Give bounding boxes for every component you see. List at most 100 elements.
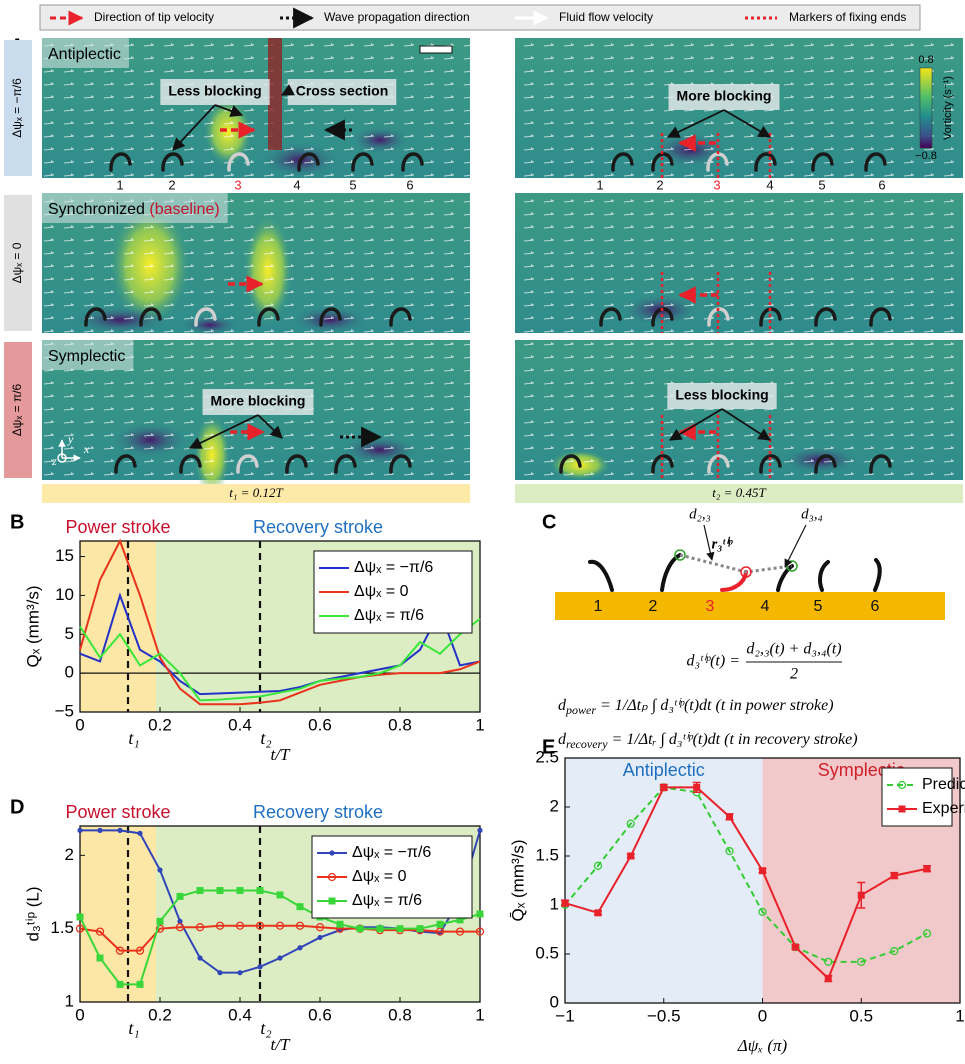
x-tick-label: 0.6 bbox=[308, 715, 332, 734]
x-tick-label: −0.5 bbox=[647, 1006, 681, 1025]
cilium-number: 3 bbox=[713, 177, 720, 192]
region-label: Power stroke bbox=[65, 802, 170, 822]
legend-label: Δψₓ = 0 bbox=[354, 583, 409, 600]
tip-distance bbox=[680, 555, 792, 572]
y-axis-label: Q̄ₓ (mm³/s) bbox=[508, 839, 527, 921]
x-tick-label: 1 bbox=[475, 715, 484, 734]
data-marker bbox=[97, 955, 104, 962]
legend-label: Δψₓ = −π/6 bbox=[354, 559, 433, 576]
y-tick-label: 0.5 bbox=[535, 943, 559, 962]
y-tick-label: 2 bbox=[550, 796, 559, 815]
data-marker bbox=[627, 853, 634, 860]
y-tick-label: −5 bbox=[55, 701, 74, 720]
x-axis-label: Δψₓ (π) bbox=[737, 1036, 788, 1055]
cilium-number: 4 bbox=[766, 177, 773, 192]
data-marker bbox=[477, 911, 484, 918]
scale-bar bbox=[420, 46, 452, 53]
data-marker bbox=[397, 925, 404, 932]
data-marker bbox=[899, 806, 906, 813]
cilium-number: 5 bbox=[349, 177, 356, 192]
data-marker bbox=[759, 867, 766, 874]
row-title: Synchronized (baseline) bbox=[48, 201, 220, 218]
legend-bar-text: Markers of fixing ends bbox=[789, 10, 906, 24]
legend-label: Δψₓ = π/6 bbox=[354, 607, 424, 624]
cross-section bbox=[268, 38, 282, 150]
row-title: Antiplectic bbox=[48, 46, 121, 63]
x-tick-label: 0 bbox=[75, 1005, 84, 1024]
equation: d₂,₃(t) + d₃,₄(t) bbox=[746, 641, 841, 658]
data-marker bbox=[137, 981, 144, 988]
data-marker bbox=[257, 964, 262, 969]
flow-vectors bbox=[515, 340, 963, 480]
data-marker bbox=[660, 784, 667, 791]
cilium-number: 6 bbox=[871, 598, 880, 615]
data-marker bbox=[197, 955, 202, 960]
cilium-number: 6 bbox=[406, 177, 413, 192]
time-marker-label: t₁ bbox=[128, 1018, 139, 1038]
x-tick-label: 1 bbox=[955, 1006, 964, 1025]
legend-label: Experiment bbox=[922, 800, 965, 817]
condition-label: Δψₓ = 0 bbox=[10, 242, 24, 283]
data-marker bbox=[237, 970, 242, 975]
x-tick-label: 0.2 bbox=[148, 1005, 172, 1024]
legend-bar-text: Fluid flow velocity bbox=[559, 10, 653, 24]
cilium bbox=[662, 555, 680, 590]
data-marker bbox=[157, 867, 162, 872]
time-label: t₁ = 0.12T bbox=[229, 485, 283, 500]
cilium-number: 1 bbox=[596, 177, 603, 192]
data-marker bbox=[437, 921, 444, 928]
data-marker bbox=[217, 887, 224, 894]
data-marker bbox=[77, 828, 82, 833]
x-tick-label: 0.4 bbox=[228, 715, 252, 734]
region-label: Antiplectic bbox=[623, 760, 705, 780]
cilium-number: 3 bbox=[234, 177, 241, 192]
substrate bbox=[555, 592, 945, 620]
colorbar bbox=[920, 68, 932, 148]
cilium bbox=[820, 562, 828, 590]
time-marker-label: t₁ bbox=[128, 728, 139, 748]
data-marker bbox=[693, 784, 700, 791]
annotation: More blocking bbox=[677, 88, 772, 104]
row-title: Symplectic bbox=[48, 348, 125, 365]
data-marker bbox=[594, 909, 601, 916]
data-marker bbox=[792, 944, 799, 951]
data-marker bbox=[357, 925, 364, 932]
cilium-number: 2 bbox=[656, 177, 663, 192]
equation-part: = 1/Δtₚ ∫ d₃ᵗⁱᵖ(t)dt (t in power stroke) bbox=[596, 697, 834, 715]
x-tick-label: 0.4 bbox=[228, 1005, 252, 1024]
data-marker bbox=[726, 813, 733, 820]
cilium-number: 1 bbox=[116, 177, 123, 192]
x-tick-label: 0 bbox=[758, 1006, 767, 1025]
data-marker bbox=[77, 913, 84, 920]
colorbar-min: −0.8 bbox=[915, 150, 937, 162]
equation: 2 bbox=[790, 666, 798, 683]
y-tick-label: 15 bbox=[55, 546, 74, 565]
annotation: Less blocking bbox=[168, 83, 261, 99]
x-tick-label: 0.8 bbox=[388, 1005, 412, 1024]
legend-label: Δψₓ = π/6 bbox=[352, 892, 422, 909]
data-marker bbox=[297, 903, 304, 910]
data-marker bbox=[97, 828, 102, 833]
data-marker bbox=[562, 900, 569, 907]
cilium-number: 6 bbox=[878, 177, 885, 192]
data-marker bbox=[377, 925, 384, 932]
cilium-number: 5 bbox=[814, 598, 823, 615]
row-title-text: Synchronized bbox=[48, 201, 145, 218]
cilium-number: 4 bbox=[761, 598, 770, 615]
colorbar-label: Vorticity (s⁻¹) bbox=[942, 76, 954, 140]
flow-vectors bbox=[515, 193, 963, 333]
panel-label: B bbox=[10, 511, 24, 533]
data-marker bbox=[858, 892, 865, 899]
x-tick-label: 1 bbox=[475, 1005, 484, 1024]
region bbox=[565, 758, 763, 1003]
data-marker bbox=[137, 831, 142, 836]
y-tick-label: 5 bbox=[65, 624, 74, 643]
diagram-label: d₃,₄ bbox=[801, 506, 823, 522]
equation: drecovery = 1/Δtᵣ ∫ d₃ᵗⁱᵖ(t)dt (t in rec… bbox=[558, 731, 858, 751]
cilium-number: 5 bbox=[818, 177, 825, 192]
data-marker bbox=[417, 925, 424, 932]
label-arrow bbox=[785, 525, 806, 567]
axis-name: y bbox=[67, 432, 74, 446]
y-tick-label: 2 bbox=[65, 845, 74, 864]
data-marker bbox=[177, 893, 184, 900]
